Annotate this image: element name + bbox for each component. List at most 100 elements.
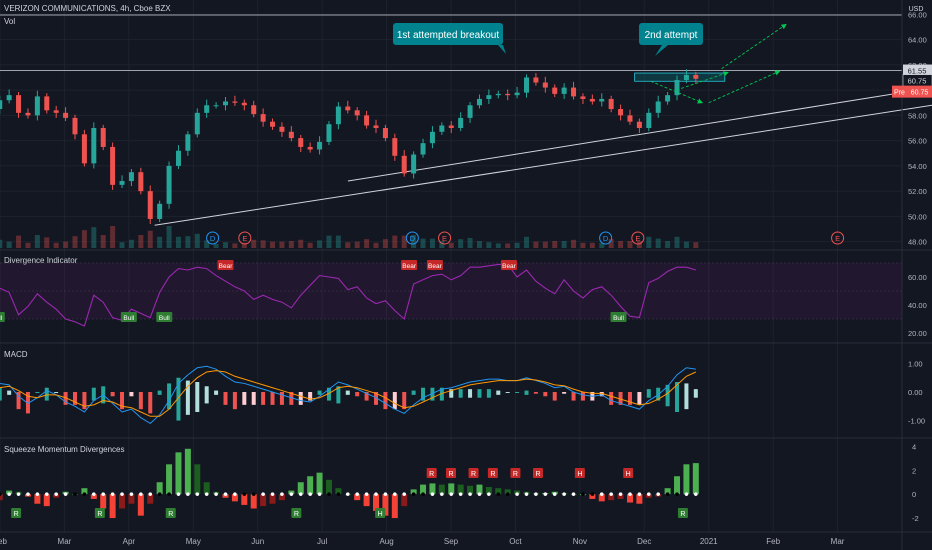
volume-bar: [72, 236, 78, 248]
squeeze-dot: [16, 492, 21, 496]
squeeze-momentum-bar: [457, 484, 464, 495]
squeeze-momentum-bar: [43, 494, 50, 507]
squeeze-dot: [233, 492, 237, 496]
candle-body: [364, 115, 370, 126]
candle-body: [110, 146, 116, 185]
macd-histogram-bar: [270, 392, 275, 405]
volume-bar: [157, 236, 163, 248]
squeeze-dot: [242, 492, 247, 496]
squeeze-dot: [646, 492, 651, 496]
event-marker-E: [238, 231, 252, 245]
price-axis[interactable]: 48.0050.0052.0054.0056.0058.0060.0062.00…: [892, 10, 932, 523]
candle-body: [241, 102, 247, 106]
squeeze-momentum-bar: [683, 464, 690, 495]
macd-panel[interactable]: MACD: [0, 350, 698, 425]
squeeze-momentum-bar: [467, 485, 474, 495]
divergence-panel[interactable]: Divergence Indicator Bull Bull Bull Bear Bear…: [0, 256, 902, 327]
macd-histogram-bar: [35, 392, 40, 393]
candle-body: [608, 98, 614, 110]
squeeze-dot: [571, 492, 576, 496]
volume-bar: [608, 239, 614, 248]
squeeze-dot: [308, 492, 312, 496]
candle-body: [16, 95, 22, 113]
divergence-axis-tick: 20.00: [908, 329, 927, 338]
squeeze-tag-label: R: [471, 471, 476, 478]
macd-histogram-bar: [374, 392, 379, 405]
volume-bar: [270, 241, 276, 248]
macd-histogram-bar: [54, 392, 59, 393]
candle-body: [175, 150, 181, 166]
squeeze-dot: [552, 492, 557, 496]
volume-bar: [495, 243, 501, 248]
squeeze-dot: [336, 492, 341, 496]
volume-bar: [241, 242, 247, 248]
candle-body: [63, 112, 69, 118]
squeeze-title: Squeeze Momentum Divergences: [4, 445, 125, 454]
macd-histogram-bar: [496, 390, 501, 395]
volume-bar: [448, 242, 454, 248]
projection-arrow: [721, 23, 787, 70]
squeeze-momentum-bar: [0, 494, 3, 501]
macd-histogram-bar: [468, 389, 473, 398]
squeeze-momentum-bar: [429, 483, 436, 495]
candle-body: [0, 100, 3, 110]
macd-histogram-bar: [421, 387, 426, 401]
macd-histogram-bar: [665, 384, 670, 407]
volume-bar: [467, 238, 473, 248]
squeeze-momentum-bar: [363, 494, 370, 507]
squeeze-dot: [618, 492, 623, 496]
candle-body: [382, 128, 388, 139]
macd-histogram-bar: [167, 383, 172, 410]
macd-histogram-bar: [684, 383, 689, 410]
squeeze-dot: [458, 492, 463, 496]
squeeze-momentum-bar: [278, 494, 285, 501]
volume-bar: [505, 243, 511, 248]
squeeze-dot: [562, 492, 566, 496]
candle-body: [458, 117, 464, 128]
divergence-tag-label: Bull: [0, 315, 3, 322]
squeeze-panel[interactable]: Squeeze Momentum Divergences R R R R H R R R R R R H…: [0, 445, 699, 519]
squeeze-tag-label: H: [626, 471, 631, 478]
candle-body: [223, 101, 228, 106]
squeeze-dot: [7, 492, 11, 496]
volume-bar: [542, 241, 548, 248]
macd-line: [0, 365, 696, 425]
squeeze-tag-bear: [574, 468, 585, 478]
macd-histogram-bar: [486, 389, 491, 398]
squeeze-dot: [92, 492, 96, 496]
macd-histogram-bar: [336, 386, 341, 404]
macd-histogram-bar: [195, 382, 200, 412]
squeeze-momentum-bar: [382, 494, 389, 516]
volume-bar: [307, 242, 313, 248]
time-axis-label-Dec: Dec: [637, 537, 651, 546]
macd-axis-tick: 1.00: [908, 359, 923, 368]
macd-histogram-bar: [326, 387, 331, 401]
volume-bar: [335, 235, 341, 248]
squeeze-momentum-bar: [184, 448, 191, 495]
squeeze-momentum-bar: [297, 482, 304, 495]
macd-histogram-bar: [176, 377, 181, 421]
callout-second-attempt: 2nd attempt: [639, 23, 703, 56]
macd-histogram-bar: [524, 390, 529, 395]
macd-histogram-bar: [571, 392, 576, 401]
volume-bar: [618, 241, 624, 248]
squeeze-tag-bear: [510, 468, 521, 478]
squeeze-momentum-bar: [147, 494, 154, 504]
squeeze-dot: [261, 492, 265, 496]
macd-histogram-bar: [383, 392, 388, 410]
squeeze-momentum-bar: [90, 494, 97, 499]
candle-body: [44, 96, 50, 111]
candle-body: [72, 117, 78, 135]
candle-body: [505, 93, 511, 96]
event-marker-label: D: [603, 234, 609, 243]
squeeze-dot: [148, 492, 153, 496]
macd-histogram-bar: [609, 392, 614, 405]
squeeze-dot: [374, 492, 378, 496]
macd-histogram-bar: [355, 392, 360, 397]
time-axis[interactable]: Feb Mar Apr May Jun Jul Aug Sep Oct Nov Dec 2021 Feb…: [0, 537, 845, 546]
projection-arrow: [708, 70, 781, 104]
currency-label: USD: [909, 6, 924, 13]
